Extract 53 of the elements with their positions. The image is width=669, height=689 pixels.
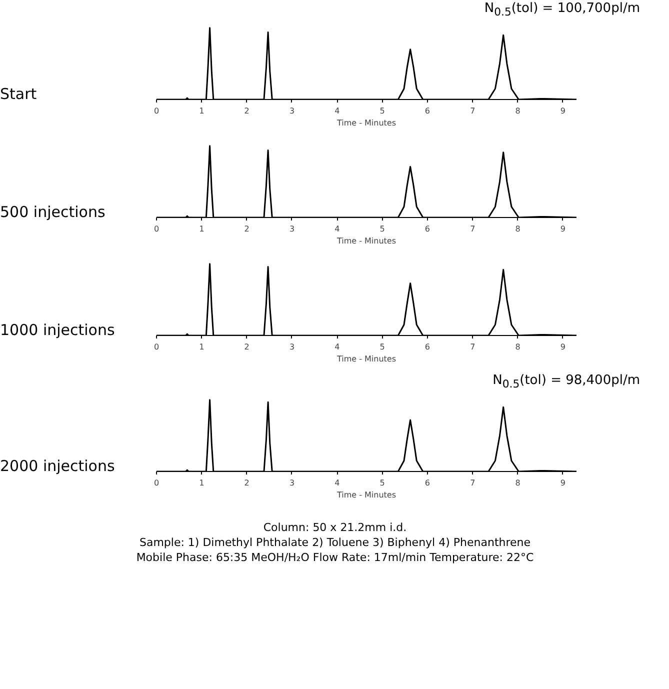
x-tick-label: 6 xyxy=(424,478,430,488)
x-tick-label: 4 xyxy=(334,478,340,488)
x-axis-title: Time - Minutes xyxy=(336,354,396,364)
x-tick-label: 4 xyxy=(334,106,340,116)
x-tick-label: 7 xyxy=(470,106,476,116)
text: N$_{0.5}$(tol) = 98,400pl/m xyxy=(492,372,640,392)
x-tick-label: 9 xyxy=(560,342,566,352)
x-tick-label: 5 xyxy=(380,478,385,488)
y-axis-title: Start xyxy=(0,84,37,105)
x-tick-label: 8 xyxy=(515,224,520,234)
x-tick-label: 8 xyxy=(515,106,520,116)
x-tick-label: 9 xyxy=(560,478,566,488)
y-axis-title: 2000 injections xyxy=(0,456,115,477)
x-tick-label: 8 xyxy=(515,478,520,488)
text: Sample: 1) Dimethyl Phthalate 2) Toluene 3) Biphenyl 4) Phenanthrene xyxy=(139,536,531,549)
x-axis-title: Time - Minutes xyxy=(336,118,396,128)
text: N$_{0.5}$(tol) = 100,700pl/m xyxy=(483,0,640,20)
text: Mobile Phase: 65:35 MeOH/H₂O Flow Rate: 17ml/min Temperature: 22°C xyxy=(136,551,534,564)
x-axis-title: Time - Minutes xyxy=(336,236,396,246)
x-tick-label: 9 xyxy=(560,224,566,234)
x-tick-label: 3 xyxy=(289,106,295,116)
x-tick-label: 4 xyxy=(334,224,340,234)
x-tick-label: 1 xyxy=(199,342,204,352)
x-tick-label: 3 xyxy=(289,478,295,488)
x-tick-label: 7 xyxy=(470,342,476,352)
x-tick-label: 3 xyxy=(289,342,295,352)
x-tick-label: 4 xyxy=(334,342,340,352)
x-tick-label: 9 xyxy=(560,106,566,116)
x-tick-label: 5 xyxy=(380,106,385,116)
text: Column: 50 x 21.2mm i.d. xyxy=(263,521,407,534)
x-tick-label: 1 xyxy=(199,106,204,116)
y-axis-title: 1000 injections xyxy=(0,320,115,341)
x-tick-label: 0 xyxy=(154,342,160,352)
x-tick-label: 7 xyxy=(470,224,476,234)
x-tick-label: 6 xyxy=(424,106,430,116)
x-tick-label: 0 xyxy=(154,106,160,116)
x-tick-label: 5 xyxy=(380,342,385,352)
y-axis-title: 500 injections xyxy=(0,202,106,223)
x-tick-label: 2 xyxy=(244,106,250,116)
x-tick-label: 1 xyxy=(199,224,204,234)
x-tick-label: 2 xyxy=(244,224,250,234)
x-tick-label: 0 xyxy=(154,478,160,488)
x-tick-label: 7 xyxy=(470,478,476,488)
x-axis-title: Time - Minutes xyxy=(336,490,396,500)
x-tick-label: 2 xyxy=(244,342,250,352)
x-tick-label: 3 xyxy=(289,224,295,234)
x-tick-label: 1 xyxy=(199,478,204,488)
x-tick-label: 6 xyxy=(424,342,430,352)
x-tick-label: 2 xyxy=(244,478,250,488)
x-tick-label: 8 xyxy=(515,342,520,352)
x-tick-label: 6 xyxy=(424,224,430,234)
x-tick-label: 5 xyxy=(380,224,385,234)
x-tick-label: 0 xyxy=(154,224,160,234)
